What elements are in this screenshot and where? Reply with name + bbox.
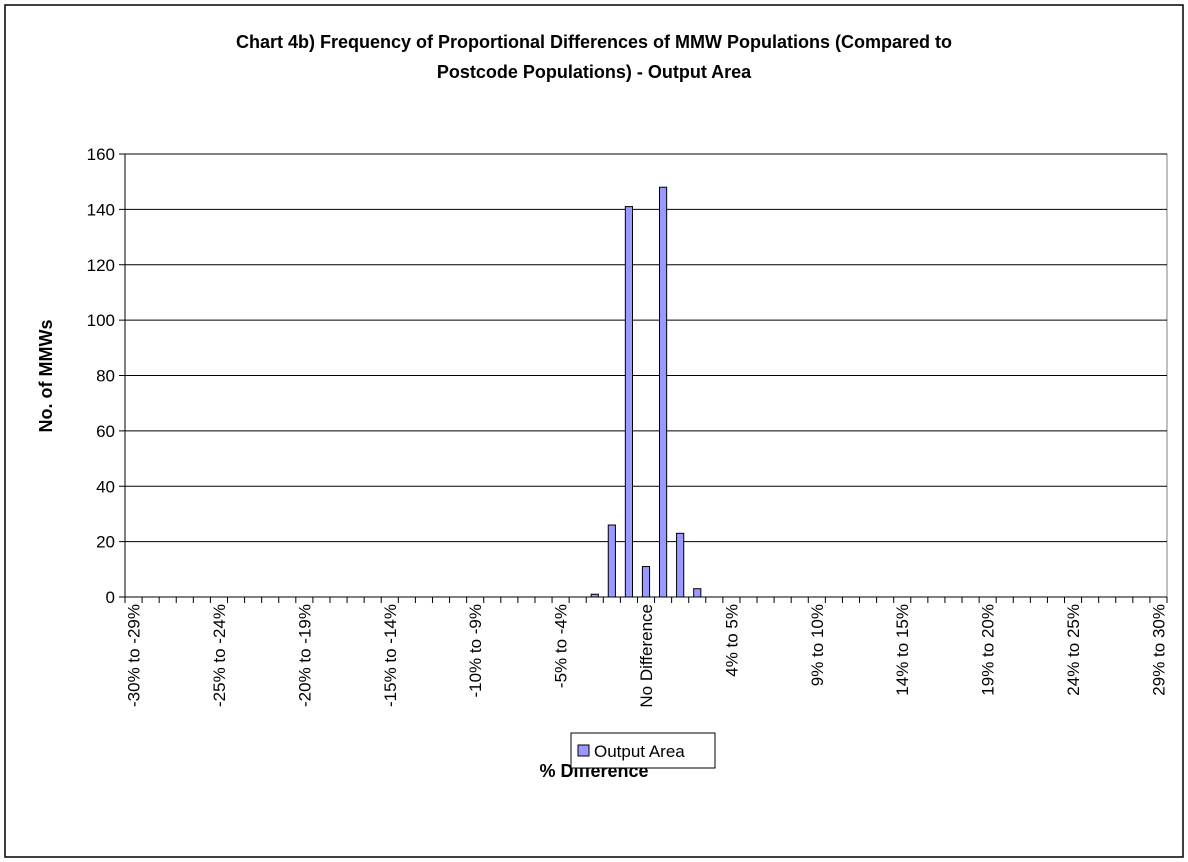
legend-label: Output Area (594, 742, 685, 761)
legend-box (570, 732, 716, 769)
x-tick-label: -10% to -9% (466, 604, 485, 698)
chart-title: Chart 4b) Frequency of Proportional Diff… (236, 32, 952, 52)
legend-swatch (577, 744, 590, 757)
bar (607, 524, 616, 598)
y-tick-label: 100 (87, 311, 115, 330)
y-tick-label: 60 (96, 422, 115, 441)
x-tick-label: 4% to 5% (722, 604, 741, 677)
y-axis-label: No. of MMWs (36, 320, 56, 433)
chart-title: Postcode Populations) - Output Area (437, 62, 752, 82)
y-tick-label: 80 (96, 367, 115, 386)
y-tick-label: 20 (96, 533, 115, 552)
x-tick-label: 14% to 15% (893, 604, 912, 696)
x-tick-label: -30% to -29% (125, 604, 144, 707)
x-tick-label: -15% to -14% (381, 604, 400, 707)
bar (624, 206, 634, 598)
bar (641, 566, 651, 598)
x-tick-label: -5% to -4% (552, 604, 571, 688)
y-tick-label: 140 (87, 200, 115, 219)
y-tick-label: 120 (87, 256, 115, 275)
bar (693, 588, 702, 598)
x-tick-label: -25% to -24% (210, 604, 229, 707)
y-tick-label: 40 (96, 477, 115, 496)
x-tick-label: 9% to 10% (808, 604, 827, 686)
y-tick-label: 0 (106, 588, 115, 607)
x-tick-label: 24% to 25% (1064, 604, 1083, 696)
y-tick-label: 160 (87, 145, 115, 164)
x-tick-label: 29% to 30% (1149, 604, 1168, 696)
bar (676, 532, 685, 598)
x-tick-label: -20% to -19% (295, 604, 314, 707)
bar (658, 186, 668, 598)
x-tick-label: 19% to 20% (979, 604, 998, 696)
x-tick-label: No Difference (637, 604, 656, 708)
